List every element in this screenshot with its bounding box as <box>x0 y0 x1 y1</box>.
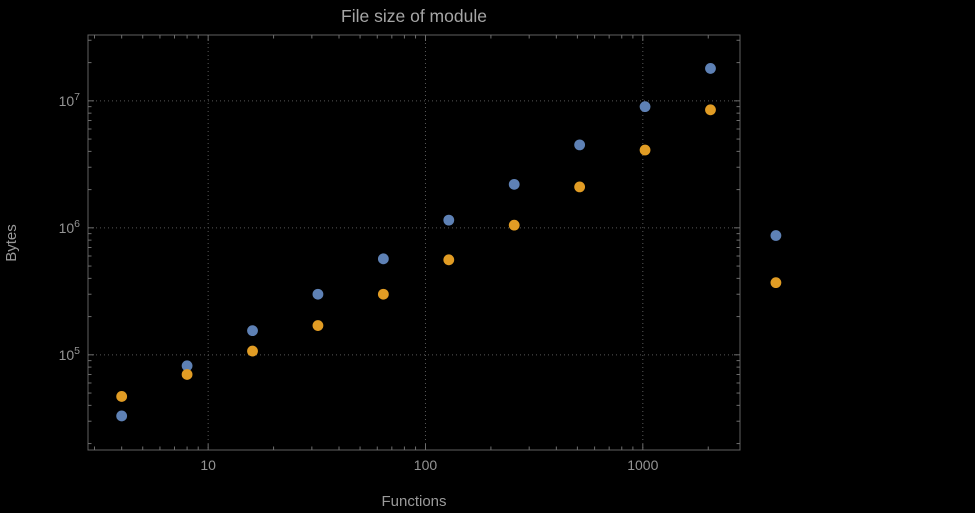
data-point-orange <box>508 219 520 231</box>
data-point-blue <box>247 325 258 337</box>
chart-title: File size of module <box>341 6 487 26</box>
data-point-orange <box>116 391 128 402</box>
data-point-orange <box>443 254 455 266</box>
y-axis-label: Bytes <box>3 224 20 262</box>
data-point-blue <box>312 288 324 300</box>
data-point-orange <box>574 181 586 193</box>
x-tick-label-100: 100 <box>414 457 438 473</box>
data-point-blue <box>508 178 520 190</box>
data-point-blue <box>770 230 782 241</box>
x-tick-label-1000: 1000 <box>627 457 658 473</box>
data-point-blue <box>181 360 193 372</box>
data-points <box>116 63 782 422</box>
data-point-blue <box>639 101 651 113</box>
y-tick-label-1e5: 105 <box>59 345 81 363</box>
y-tick-labels: 105 106 107 <box>59 91 81 363</box>
x-axis-label: Functions <box>381 493 446 510</box>
data-point-blue <box>443 214 455 226</box>
x-tick-labels: 10 100 1000 <box>200 457 658 473</box>
plot-frame <box>87 34 741 451</box>
data-point-orange <box>770 277 782 289</box>
data-point-orange <box>639 144 651 156</box>
gridlines <box>88 35 740 450</box>
data-point-orange <box>312 320 324 331</box>
data-point-orange <box>181 369 193 380</box>
data-point-orange <box>247 345 258 357</box>
x-tick-label-10: 10 <box>200 457 216 473</box>
y-tick-label-1e6: 106 <box>59 218 81 236</box>
data-point-blue <box>377 253 389 265</box>
y-tick-label-1e7: 107 <box>59 91 81 109</box>
data-point-blue <box>116 410 128 422</box>
data-point-blue <box>705 63 716 74</box>
axis-ticks <box>88 35 740 450</box>
data-point-orange <box>705 104 716 116</box>
data-point-orange <box>377 288 389 300</box>
data-point-blue <box>574 139 586 151</box>
